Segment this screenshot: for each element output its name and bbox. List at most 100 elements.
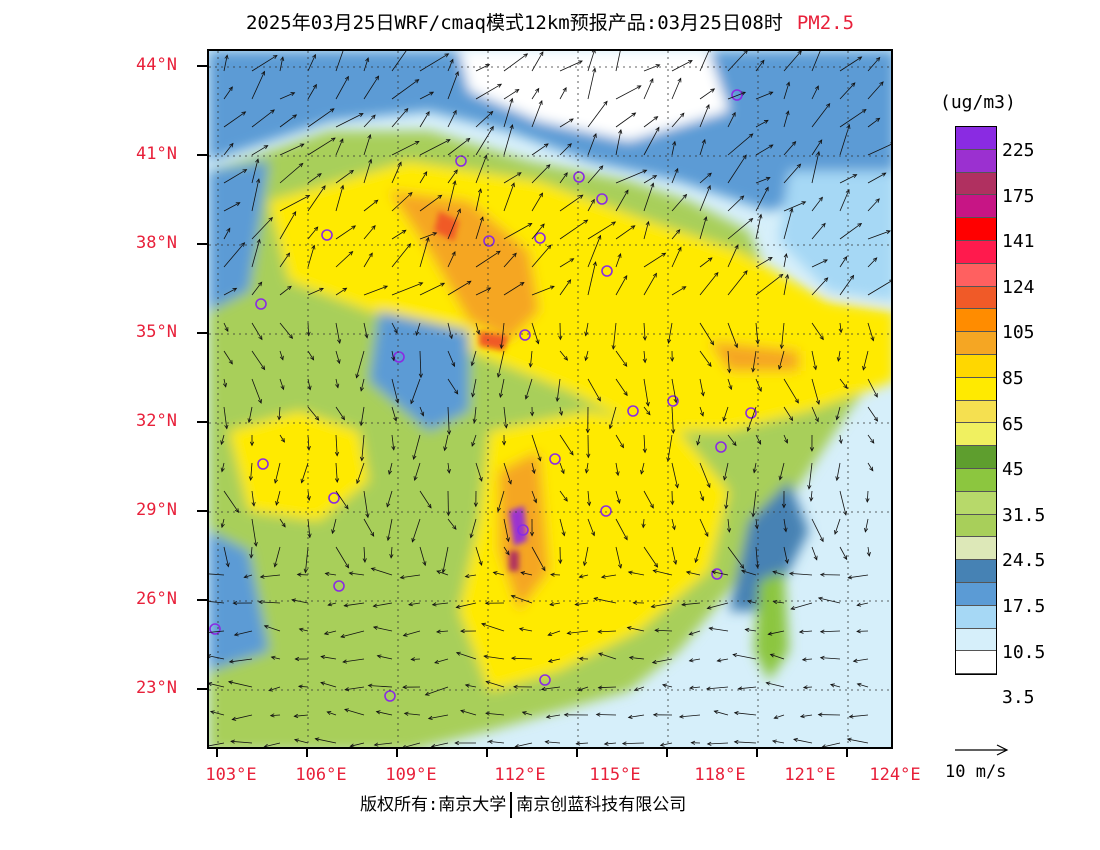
wind-arrow [446, 462, 451, 474]
wind-arrow [251, 490, 256, 507]
wind-arrow [558, 406, 564, 417]
lon-label: 118°E [694, 765, 746, 785]
wind-arrow [391, 434, 396, 451]
wind-arrow [510, 594, 533, 604]
wind-arrow [334, 434, 340, 457]
wind-arrow [447, 137, 471, 156]
color-bar-label: 17.5 [1002, 596, 1046, 617]
wind-arrow [783, 406, 794, 422]
color-bar-segment [956, 560, 996, 583]
wind-arrow [727, 195, 745, 212]
color-bar-segment [956, 514, 996, 538]
wind-arrow [524, 378, 533, 400]
lat-label: 32°N [136, 411, 177, 431]
wind-arrow [783, 378, 799, 404]
wind-arrow [755, 322, 760, 345]
wind-arrow [671, 229, 681, 240]
wind-arrow [279, 92, 296, 100]
lon-tick [396, 749, 398, 757]
wind-arrow [363, 57, 370, 72]
wind-arrow [811, 350, 818, 371]
wind-arrow [503, 124, 514, 156]
lon-tick [846, 749, 848, 757]
wind-arrow [727, 91, 747, 100]
wind-arrow [307, 244, 316, 268]
wind-arrow [471, 434, 477, 447]
wind-arrow [307, 378, 312, 391]
wind-arrow [363, 199, 379, 212]
wind-arrow [348, 571, 365, 576]
wind-arrow [307, 226, 319, 240]
wind-arrow [335, 378, 340, 389]
wind-arrow [587, 67, 597, 100]
wind-arrow [671, 406, 676, 434]
wind-arrow [447, 280, 472, 296]
wind-arrow [559, 87, 567, 100]
wind-arrow [835, 406, 841, 421]
wind-arrow [521, 711, 533, 716]
color-bar-segment [956, 605, 996, 629]
wind-arrow [767, 630, 785, 636]
wind-arrow [410, 378, 421, 405]
wind-arrow [307, 350, 315, 361]
wind-arrow [654, 628, 673, 633]
wind-arrow [615, 189, 629, 212]
wind-arrow [412, 434, 421, 460]
wind-arrow [817, 596, 841, 604]
wind-arrow [391, 79, 420, 100]
wind-arrow [811, 322, 824, 341]
wind-arrow [867, 172, 887, 184]
city-marker [549, 453, 561, 465]
lon-tick [576, 749, 578, 757]
wind-arrow [446, 406, 452, 436]
wind-arrow [223, 406, 229, 430]
city-marker [573, 171, 585, 183]
wind-arrow [355, 350, 365, 379]
lon-tick [486, 749, 488, 757]
wind-arrow [307, 518, 312, 539]
wind-arrow [559, 219, 589, 240]
wind-arrow [233, 630, 253, 637]
wind-arrow [587, 221, 617, 240]
wind-arrow [650, 602, 673, 609]
forecast-map[interactable] [207, 49, 893, 749]
wind-arrow [279, 114, 298, 128]
wind-arrow [469, 518, 477, 539]
wind-arrow [359, 378, 365, 392]
color-bar-segment [956, 377, 996, 401]
wind-arrow [273, 546, 281, 568]
wind-arrow [699, 462, 711, 489]
wind-arrow [678, 714, 701, 719]
wind-arrow [699, 378, 705, 397]
wind-arrow [228, 658, 253, 664]
wind-arrow [615, 434, 624, 449]
wind-arrow [670, 350, 675, 362]
wind-arrow [817, 712, 841, 717]
wind-arrow [755, 91, 774, 100]
wind-arrow [643, 116, 659, 128]
wind-arrow [838, 322, 843, 334]
lat-label: 26°N [136, 589, 177, 609]
wind-arrow [335, 350, 341, 365]
wind-arrow [335, 546, 350, 569]
wind-arrow [362, 546, 367, 564]
wind-arrow [531, 164, 551, 184]
wind-arrow [671, 140, 677, 156]
lat-label: 38°N [136, 233, 177, 253]
wind-arrow [251, 70, 265, 100]
lon-tick [306, 749, 308, 757]
wind-arrow [699, 350, 712, 367]
wind-arrow [839, 109, 867, 128]
wind-arrow [391, 192, 413, 212]
wind-arrow [839, 188, 850, 212]
wind-arrow [737, 686, 757, 691]
wind-arrow [727, 154, 747, 184]
wind-arrow [293, 713, 309, 719]
wind-arrow [342, 658, 365, 664]
wind-arrow [819, 572, 841, 577]
wind-arrow [615, 378, 628, 397]
wind-arrow [643, 175, 658, 184]
wind-arrow [699, 257, 713, 268]
color-bar-label: 141 [1002, 231, 1035, 253]
wind-arrow [391, 322, 398, 334]
